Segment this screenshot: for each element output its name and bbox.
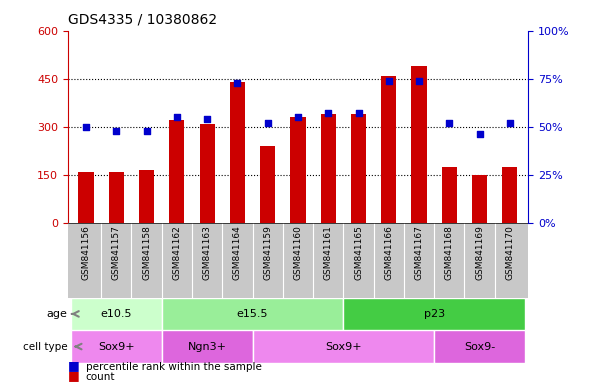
Bar	[139, 170, 154, 223]
Bar	[472, 175, 487, 223]
Text: GSM841164: GSM841164	[233, 225, 242, 280]
Point	[505, 120, 514, 126]
Point	[354, 110, 363, 116]
Bar	[320, 114, 336, 223]
Bar	[199, 124, 215, 223]
Text: GSM841167: GSM841167	[415, 225, 424, 280]
Text: GSM841170: GSM841170	[506, 225, 514, 280]
Text: GSM841162: GSM841162	[172, 225, 181, 280]
Text: Ngn3+: Ngn3+	[188, 341, 227, 352]
Text: GSM841159: GSM841159	[263, 225, 272, 280]
Point	[475, 131, 484, 137]
Bar	[351, 114, 366, 223]
Bar	[411, 66, 427, 223]
Bar	[343, 298, 525, 330]
Text: ■: ■	[68, 369, 80, 382]
Text: GSM841156: GSM841156	[81, 225, 90, 280]
Bar	[502, 167, 517, 223]
Bar	[434, 330, 525, 363]
Text: GSM841160: GSM841160	[293, 225, 303, 280]
Bar	[162, 330, 253, 363]
Text: p23: p23	[424, 309, 445, 319]
Point	[81, 124, 91, 130]
Text: GSM841165: GSM841165	[354, 225, 363, 280]
Text: Sox9+: Sox9+	[325, 341, 362, 352]
Text: e10.5: e10.5	[100, 309, 132, 319]
Bar	[71, 298, 162, 330]
Text: Sox9+: Sox9+	[98, 341, 135, 352]
Point	[232, 79, 242, 86]
Text: e15.5: e15.5	[237, 309, 268, 319]
Bar	[253, 330, 434, 363]
Bar	[169, 120, 185, 223]
Point	[445, 120, 454, 126]
Bar	[109, 172, 124, 223]
Point	[172, 114, 182, 120]
Point	[142, 127, 151, 134]
Point	[263, 120, 273, 126]
Bar	[290, 117, 306, 223]
Bar	[78, 172, 94, 223]
Bar	[442, 167, 457, 223]
Point	[414, 78, 424, 84]
Text: Sox9-: Sox9-	[464, 341, 495, 352]
Text: GSM841169: GSM841169	[475, 225, 484, 280]
Text: age: age	[47, 309, 67, 319]
Point	[112, 127, 121, 134]
Bar	[162, 298, 343, 330]
Text: GSM841163: GSM841163	[202, 225, 212, 280]
Point	[293, 114, 303, 120]
Text: cell type: cell type	[22, 341, 67, 352]
Text: GSM841157: GSM841157	[112, 225, 121, 280]
Text: GSM841166: GSM841166	[384, 225, 394, 280]
Text: GSM841161: GSM841161	[324, 225, 333, 280]
Text: count: count	[86, 372, 115, 382]
Text: GSM841158: GSM841158	[142, 225, 151, 280]
Point	[323, 110, 333, 116]
Text: GSM841168: GSM841168	[445, 225, 454, 280]
Bar	[230, 82, 245, 223]
Bar	[381, 76, 396, 223]
Point	[384, 78, 394, 84]
Text: percentile rank within the sample: percentile rank within the sample	[86, 362, 261, 372]
Text: GDS4335 / 10380862: GDS4335 / 10380862	[68, 13, 217, 27]
Bar	[71, 330, 162, 363]
Point	[202, 116, 212, 122]
Text: ■: ■	[68, 359, 80, 372]
Bar	[260, 146, 276, 223]
